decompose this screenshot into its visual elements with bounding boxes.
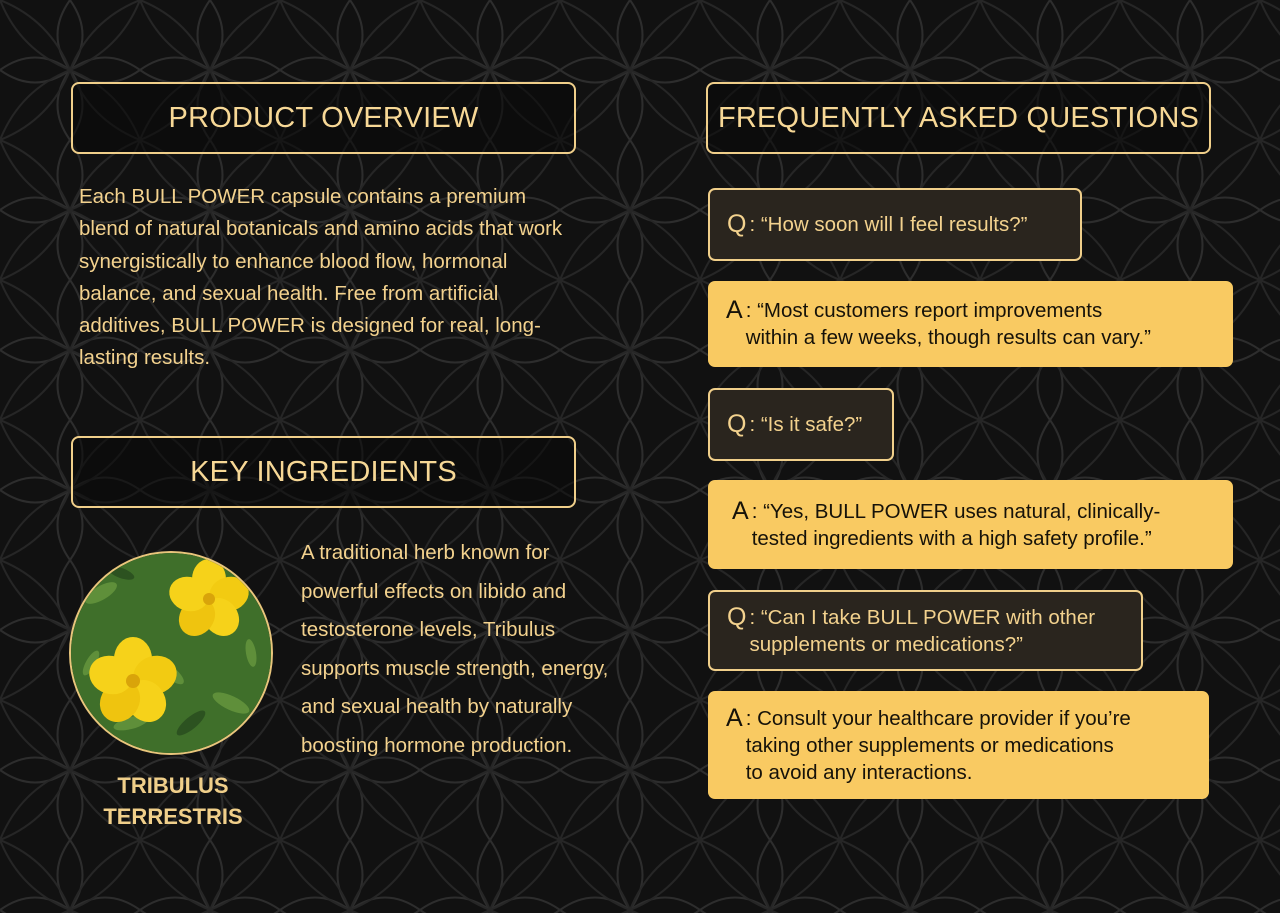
faq-heading: FREQUENTLY ASKED QUESTIONS [706, 82, 1211, 154]
answer-text: : “Yes, BULL POWER uses natural, clinica… [751, 499, 1161, 550]
faq-question-2: Q : “Is it safe?” [708, 388, 894, 461]
answer-prefix: A [732, 496, 749, 525]
question-text: : “Can I take BULL POWER with other supp… [749, 605, 1096, 656]
faq-question-3: Q : “Can I take BULL POWER with other su… [708, 590, 1143, 671]
faq-question-1: Q : “How soon will I feel results?” [708, 188, 1082, 261]
faq-answer-3: A : Consult your healthcare provider if … [708, 691, 1209, 799]
ingredient-description: A traditional herb known for powerful ef… [301, 541, 609, 757]
key-ingredients-heading: KEY INGREDIENTS [71, 436, 576, 508]
faq-answer-2: A : “Yes, BULL POWER uses natural, clini… [708, 480, 1233, 569]
question-prefix: Q [727, 410, 747, 438]
faq-title: FREQUENTLY ASKED QUESTIONS [717, 101, 1200, 134]
product-overview-text: Each BULL POWER capsule contains a premi… [79, 185, 563, 370]
tribulus-flower-image [69, 551, 273, 755]
product-overview-heading: PRODUCT OVERVIEW [71, 82, 576, 154]
question-text: : “Is it safe?” [749, 413, 863, 436]
ingredient-name: TRIBULUS TERRESTRIS [103, 773, 243, 829]
question-prefix: Q [727, 602, 747, 631]
answer-prefix: A [726, 296, 743, 324]
answer-prefix: A [726, 703, 743, 732]
faq-answer-1: A : “Most customers report improvements … [708, 281, 1233, 367]
answer-text: : “Most customers report improvements wi… [745, 299, 1151, 349]
question-text: : “How soon will I feel results?” [749, 213, 1028, 236]
key-ingredients-title: KEY INGREDIENTS [190, 455, 457, 488]
answer-text: : Consult your healthcare provider if yo… [745, 706, 1131, 784]
product-overview-title: PRODUCT OVERVIEW [168, 101, 479, 134]
question-prefix: Q [727, 210, 747, 238]
